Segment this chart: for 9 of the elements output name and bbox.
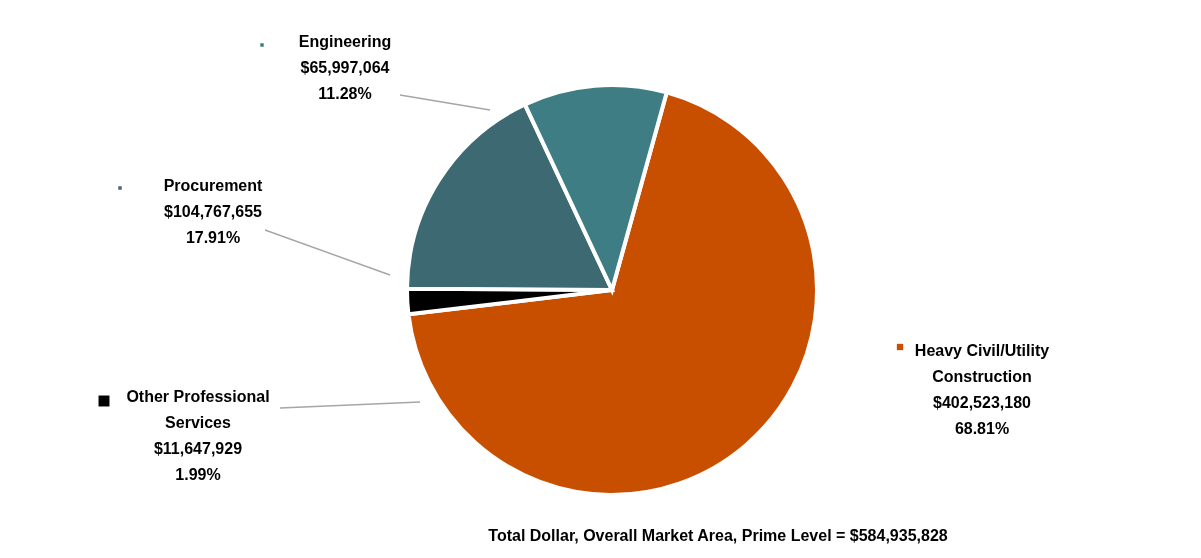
data-label: $104,767,655 17.91%	[164, 203, 263, 246]
legend-label: Engineering	[298, 33, 392, 50]
text: Total Dollar, Overall Market Area, Prime Level = $584,935,828	[488, 527, 948, 544]
legend-label: Heavy Civil/Utility Construction	[914, 342, 1050, 385]
data-label: $65,997,064 11.28%	[300, 59, 390, 102]
data-label: $402,523,180 68.81%	[933, 394, 1032, 437]
slice-label: Procurement	[163, 177, 264, 194]
data-label: $11,647,929 1.99%	[153, 440, 243, 483]
legend-label: Other Professional Services	[126, 388, 270, 431]
